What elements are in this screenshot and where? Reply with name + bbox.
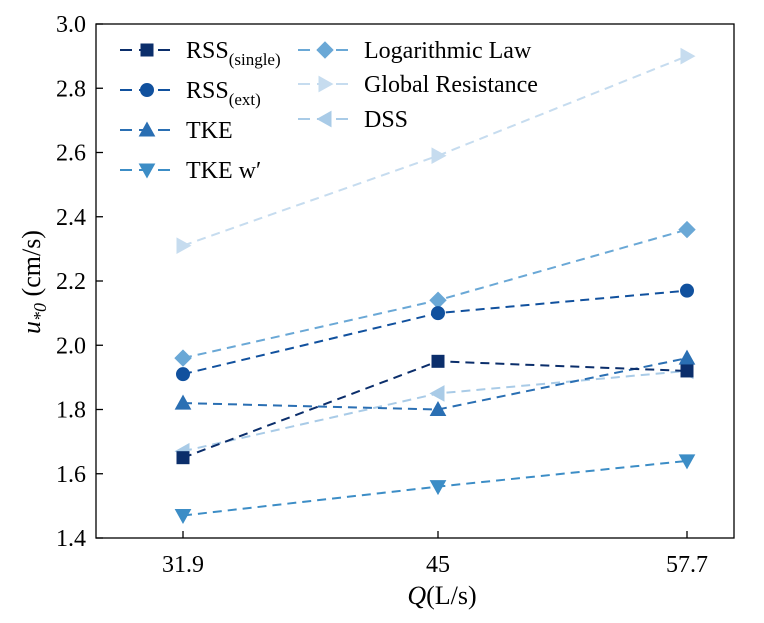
data-point	[680, 364, 694, 378]
y-axis-var: u	[17, 321, 46, 334]
legend-label: TKE	[186, 118, 233, 144]
x-tick-label: 31.9	[162, 552, 204, 578]
data-point	[174, 509, 192, 525]
data-point	[678, 454, 696, 470]
y-tick-label: 2.6	[56, 141, 86, 167]
series-5	[176, 47, 696, 255]
y-tick-label: 2.2	[56, 269, 86, 295]
legend-label: Global Resistance	[364, 72, 538, 98]
y-tick-label: 1.4	[56, 526, 86, 552]
data-point	[429, 400, 447, 416]
legend-label-name: RSS	[186, 78, 229, 104]
y-tick-label: 3.0	[56, 12, 86, 38]
legend-marker	[138, 121, 156, 137]
legend-label-name: TKE w′	[186, 158, 261, 184]
legend-marker	[318, 75, 334, 93]
x-axis-var: Q	[407, 581, 426, 610]
series-4	[174, 220, 696, 367]
legend-label-sub: (ext)	[229, 90, 261, 109]
legend-item: RSS(single)	[120, 38, 281, 69]
series-0	[176, 354, 694, 465]
y-tick-label: 2.0	[56, 333, 86, 359]
legend-label-name: TKE	[186, 118, 233, 144]
series-layer	[174, 47, 696, 525]
y-tick-label: 2.4	[56, 205, 86, 231]
legend-label: DSS	[364, 107, 408, 133]
series-3	[174, 454, 696, 525]
legend-item: TKE	[120, 118, 233, 144]
y-tick-label: 1.8	[56, 398, 86, 424]
legend-marker	[138, 163, 156, 179]
legend-label-name: DSS	[364, 107, 408, 133]
y-axis-unit: (cm/s)	[17, 230, 46, 303]
legend-label: TKE w′	[186, 158, 261, 184]
data-point	[429, 385, 445, 402]
data-point	[431, 306, 445, 321]
legend-marker	[316, 41, 334, 59]
data-point	[429, 291, 447, 309]
data-point	[429, 480, 447, 496]
legend-item: Global Resistance	[298, 72, 538, 98]
data-point	[176, 367, 190, 382]
legend-marker	[140, 43, 154, 57]
x-tick-label: 45	[426, 552, 450, 578]
data-point	[680, 47, 696, 65]
data-point	[680, 283, 694, 298]
data-point	[174, 394, 192, 410]
data-point	[174, 349, 192, 367]
y-tick-label: 1.6	[56, 462, 86, 488]
legend-label-name: Global Resistance	[364, 72, 538, 98]
legend-label: Logarithmic Law	[364, 38, 532, 64]
data-point	[431, 147, 447, 165]
legend-marker	[316, 110, 332, 128]
y-axis-title: u*0 (cm/s)	[17, 230, 50, 334]
data-point	[176, 451, 190, 465]
legend-label: RSS(single)	[186, 38, 281, 69]
legend-label-name: Logarithmic Law	[364, 38, 532, 64]
x-tick-label: 57.7	[666, 552, 708, 578]
legend-item: RSS(ext)	[120, 78, 261, 109]
legend-item: Logarithmic Law	[298, 38, 532, 64]
x-axis-title: Q(L/s)	[407, 581, 476, 610]
x-axis: 31.9 45 57.7	[162, 531, 708, 578]
y-tick-label: 2.8	[56, 76, 86, 102]
y-axis: 1.4 1.6 1.8 2.0 2.2 2.4 2.6 2.8 3.0	[56, 12, 103, 552]
series-2	[174, 349, 696, 416]
legend-item: TKE w′	[120, 158, 261, 184]
data-point	[678, 349, 696, 365]
legend-item: DSS	[298, 107, 408, 133]
data-point	[431, 354, 445, 368]
legend-label: RSS(ext)	[186, 78, 261, 109]
y-axis-sub: *0	[30, 303, 50, 321]
series-1	[176, 283, 694, 382]
series-line	[182, 228, 688, 360]
x-axis-unit: (L/s)	[426, 581, 477, 610]
data-point	[678, 220, 696, 239]
legend-label-sub: (single)	[229, 50, 281, 69]
data-point	[176, 237, 192, 255]
legend-label-name: RSS	[186, 38, 229, 64]
legend-marker	[140, 83, 154, 97]
